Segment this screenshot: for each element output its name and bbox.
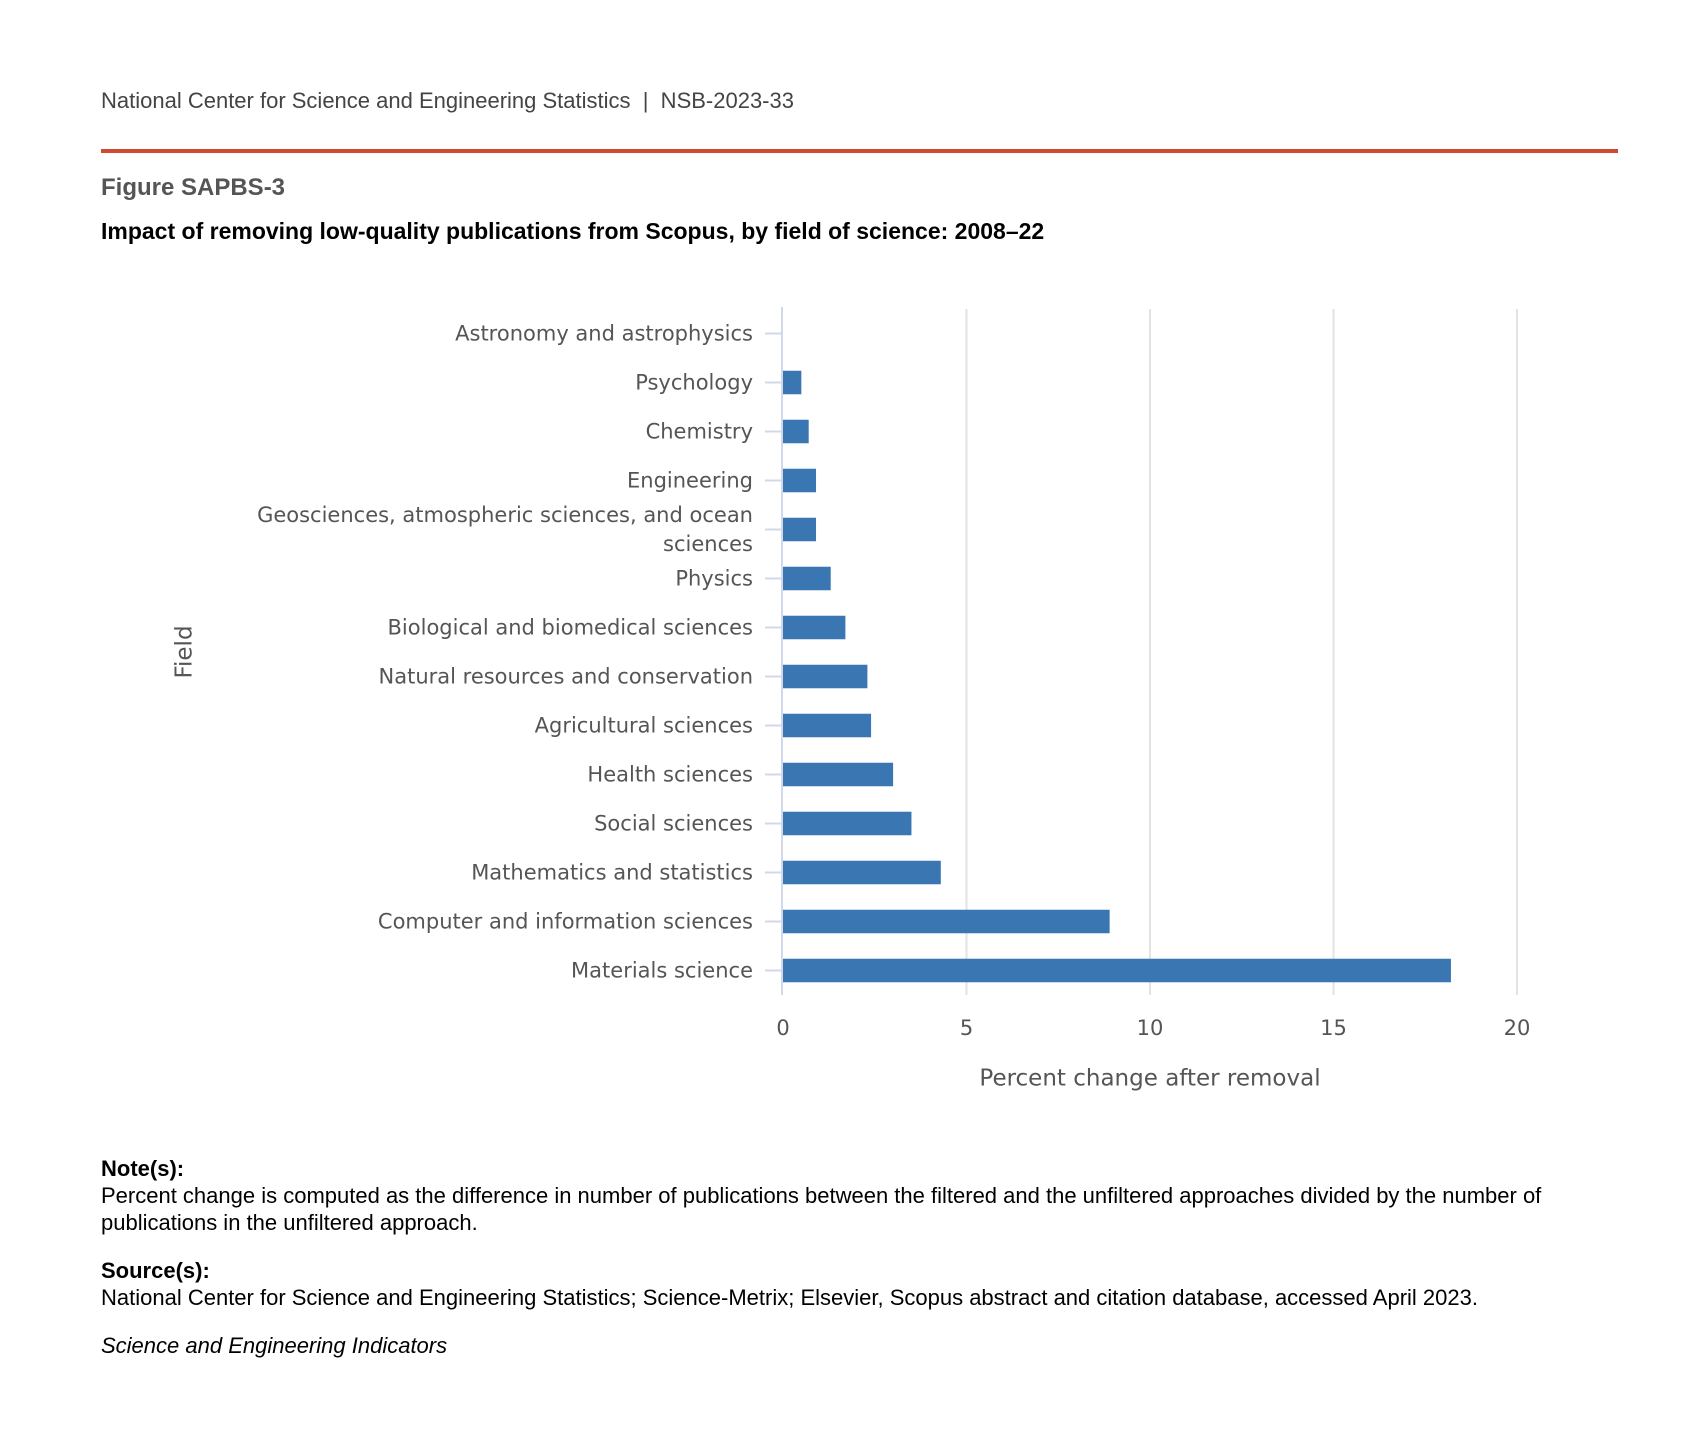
chart-title: Impact of removing low-quality publicati…	[101, 218, 1045, 244]
y-tick-label: Psychology	[635, 370, 753, 394]
footer: Science and Engineering Indicators	[101, 1333, 448, 1358]
source-text: National Center for Science and Engineer…	[101, 1285, 1478, 1310]
y-axis-title: Field	[172, 625, 198, 678]
y-tick-label: Physics	[675, 566, 753, 590]
y-tick-label: Natural resources and conservation	[378, 664, 753, 688]
x-tick-label: 10	[1137, 1016, 1164, 1040]
bar	[783, 517, 817, 542]
notes-heading: Note(s):	[101, 1156, 185, 1181]
y-tick-label: Chemistry	[645, 419, 753, 443]
y-tick-label: Materials science	[571, 958, 753, 982]
y-tick-label: Biological and biomedical sciences	[387, 615, 753, 639]
bar	[783, 909, 1110, 934]
bar	[783, 762, 894, 787]
source-heading: Source(s):	[101, 1258, 210, 1283]
bar	[783, 615, 846, 640]
x-tick-label: 20	[1504, 1016, 1531, 1040]
figure-label: Figure SAPBS-3	[101, 174, 286, 201]
bar	[783, 664, 868, 689]
y-tick-label: Social sciences	[594, 811, 753, 835]
y-tick-label: Engineering	[627, 468, 753, 492]
bar	[783, 566, 831, 591]
bar	[783, 419, 809, 444]
y-tick-label: Astronomy and astrophysics	[455, 321, 753, 345]
header: National Center for Science and Engineer…	[101, 88, 794, 113]
y-tick-label: Geosciences, atmospheric sciences, and o…	[257, 502, 753, 556]
bar	[783, 468, 817, 493]
x-tick-label: 15	[1320, 1016, 1347, 1040]
y-tick-label: Health sciences	[587, 762, 753, 786]
x-axis-title: Percent change after removal	[979, 1066, 1320, 1092]
bar	[783, 958, 1451, 983]
y-tick-label: Mathematics and statistics	[471, 860, 753, 884]
bar	[783, 860, 941, 885]
bar	[783, 811, 912, 836]
bar	[783, 713, 872, 738]
notes-text: Percent change is computed as the differ…	[101, 1183, 1542, 1235]
bar	[783, 370, 802, 395]
y-tick-label: Computer and information sciences	[377, 909, 753, 933]
y-tick-label: Agricultural sciences	[534, 713, 753, 737]
footnotes: Note(s): Percent change is computed as th…	[101, 1155, 1621, 1380]
x-tick-label: 0	[776, 1016, 789, 1040]
x-tick-label: 5	[960, 1016, 973, 1040]
